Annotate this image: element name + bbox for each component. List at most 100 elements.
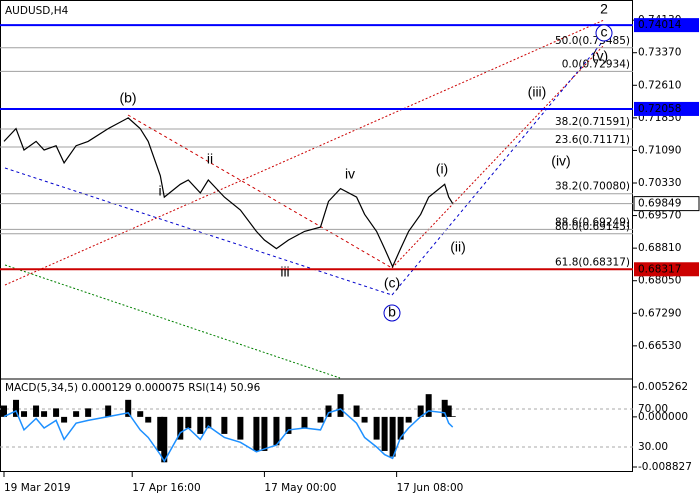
x-tick-label: 17 May 00:00	[264, 482, 336, 494]
level-label: 0.72058	[638, 103, 681, 115]
x-tick-label: 17 Apr 16:00	[132, 482, 200, 494]
trend-line	[4, 19, 605, 286]
wave-label: (c)	[384, 275, 400, 291]
macd-bar	[197, 416, 204, 434]
y-tick-label: 0.69570	[638, 210, 681, 222]
last-price-box	[633, 196, 700, 212]
rsi-line	[3, 408, 454, 463]
trend-line	[4, 167, 393, 296]
chart-title: AUDUSD,H4	[5, 5, 69, 17]
y-tick-label: 0.72610	[638, 79, 681, 91]
wave-label: i	[158, 183, 161, 199]
macd-bar	[13, 399, 20, 417]
macd-bar	[373, 416, 380, 440]
wave-label: iv	[345, 166, 355, 182]
fib-label: 50.0(0.73485)	[555, 35, 630, 47]
macd-bar	[41, 411, 48, 417]
y-tick-label: 0.005262	[638, 381, 688, 393]
wave-circle	[595, 24, 613, 42]
plot-frame	[0, 0, 633, 472]
macd-bar	[353, 405, 360, 417]
trend-line	[391, 39, 605, 296]
trend-line	[4, 264, 341, 379]
fib-label: 38.2(0.70080)	[555, 181, 630, 193]
macd-bar	[337, 394, 344, 417]
macd-bar	[425, 394, 432, 417]
y2-tick-label: 30.00	[638, 441, 668, 453]
macd-bar	[417, 405, 424, 417]
trend-line	[391, 44, 605, 269]
macd-bar	[253, 416, 260, 451]
wave-label: ii	[207, 151, 213, 167]
macd-bar	[325, 405, 332, 417]
macd-bar	[237, 416, 244, 440]
level-box	[634, 101, 699, 116]
wave-label: iii	[280, 264, 289, 280]
macd-bar	[73, 411, 80, 417]
fib-label: 38.2(0.71591)	[555, 116, 630, 128]
x-tick-label: 17 Jun 08:00	[397, 482, 464, 494]
trend-line	[127, 114, 393, 269]
fib-label: 80.0(0.69145)	[555, 221, 630, 233]
fib-label: 88.6(0.69249)	[555, 216, 630, 228]
macd-bar	[381, 416, 388, 451]
wave-label: (iv)	[551, 153, 570, 169]
macd-bar	[177, 416, 184, 440]
x-tick-label: 19 Mar 2019	[4, 482, 71, 494]
wave-label: c	[601, 24, 608, 40]
macd-bar	[405, 416, 412, 423]
macd-bar	[441, 399, 448, 417]
wave-label: (b)	[119, 90, 136, 106]
macd-bar	[285, 416, 292, 434]
wave-circle	[383, 304, 401, 322]
level-label: 0.74014	[638, 19, 682, 31]
wave-label: 2	[600, 1, 608, 17]
macd-bar	[145, 416, 152, 423]
fib-label: 0.0(0.72934)	[562, 58, 630, 70]
macd-bar	[61, 416, 68, 423]
wave-label: (v)	[592, 48, 608, 64]
wave-label: b	[388, 304, 396, 320]
macd-bar	[137, 411, 144, 417]
y-tick-label: 0.68050	[638, 275, 681, 287]
indicator-title: MACD(5,34,5) 0.000129 0.000075 RSI(14) 5…	[5, 382, 261, 394]
macd-bar	[85, 408, 92, 417]
level-label: 0.68317	[638, 263, 681, 275]
macd-bar	[397, 416, 404, 440]
y-tick-label: 0.71090	[638, 144, 681, 156]
wave-lines	[4, 19, 605, 379]
last-price-label: 0.69849	[638, 198, 681, 210]
macd-bar	[105, 405, 112, 417]
y-tick-label: 0.67290	[638, 307, 681, 319]
y-tick-label: 0.70330	[638, 177, 681, 189]
macd-bar	[157, 416, 164, 451]
macd-bar	[1, 405, 8, 417]
macd-bar	[53, 408, 60, 417]
macd-bar	[161, 416, 168, 463]
level-box	[634, 18, 699, 33]
macd-bar	[445, 405, 452, 417]
y-tick-label: -0.008827	[638, 461, 692, 473]
macd-bar	[301, 416, 308, 429]
macd-bar	[21, 411, 28, 417]
fib-label: 61.8(0.68317)	[555, 256, 630, 268]
macd-bar	[389, 416, 396, 457]
fib-label: 23.6(0.71171)	[555, 134, 630, 146]
macd-bar	[205, 416, 212, 429]
y-tick-label: 0.66530	[638, 340, 681, 352]
y-tick-label: 0.73370	[638, 47, 681, 59]
macd-bar	[33, 405, 40, 417]
macd-bar	[449, 416, 456, 417]
macd-bar	[261, 416, 268, 451]
wave-label: (i)	[436, 161, 448, 177]
macd-bar	[361, 416, 368, 423]
y-tick-label: 0.000000	[638, 411, 688, 423]
macd-bar	[317, 416, 324, 423]
wave-label: (ii)	[450, 239, 466, 255]
y-tick-label: 0.68810	[638, 242, 681, 254]
price-line	[3, 117, 454, 269]
macd-bar	[185, 416, 192, 429]
y2-tick-label: 70.00	[638, 403, 668, 415]
